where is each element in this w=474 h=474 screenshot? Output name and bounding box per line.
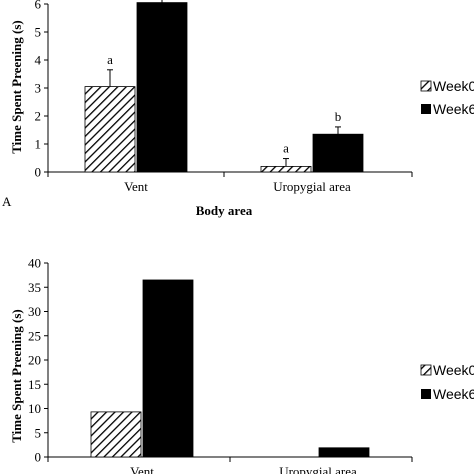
bars-panel-a: a a b [84, 0, 364, 173]
bar-week6 [142, 279, 194, 458]
y-tick-label: 20 [28, 353, 41, 368]
legend-swatch-week6-b [421, 389, 431, 399]
y-tick-label: 30 [28, 304, 41, 319]
legend-label-week0-b: Week0 [433, 362, 474, 378]
bar-week0 [84, 86, 136, 173]
categories-panel-b: Vent Uropygial area [130, 464, 357, 474]
category-label: Vent [130, 464, 154, 474]
legend-label-week6-a: Week6 [433, 101, 474, 117]
y-tick-label: 6 [35, 0, 42, 12]
y-tick-label: 5 [35, 425, 42, 440]
legend-panel-a: Week0 Week6 [420, 78, 474, 117]
y-tick-label: 3 [35, 81, 42, 96]
y-ticks-panel-a: 0 1 2 3 4 5 6 [35, 0, 48, 180]
y-tick-label: 1 [35, 137, 42, 152]
bar-week6 [136, 2, 188, 173]
legend-swatch-week0-a [420, 80, 432, 92]
bar-week0 [260, 165, 312, 173]
y-axis-label-panel-b: Time Spent Preening (s) [9, 309, 24, 443]
y-axis-label-panel-a: Time Spent Preening (s) [9, 20, 24, 154]
bar-week6 [318, 447, 370, 458]
legend-swatch-week0-b [420, 364, 432, 376]
y-tick-label: 40 [28, 256, 41, 271]
significance-label: a [107, 52, 113, 67]
y-tick-label: 15 [28, 377, 41, 392]
chart-panel-b: 0 5 10 15 20 25 30 35 40 Vent Uropygial area Time… [9, 256, 474, 474]
category-label: Uropygial area [279, 464, 357, 474]
legend-label-week6-b: Week6 [433, 386, 474, 402]
bar-week0 [90, 411, 142, 458]
chart-panel-a: a a b 0 1 2 3 4 5 6 Vent Uropygial area Time Spen… [2, 0, 474, 218]
y-tick-label: 35 [28, 280, 41, 295]
categories-panel-a: Vent Uropygial area [124, 179, 351, 194]
y-tick-label: 0 [35, 165, 42, 180]
y-tick-label: 10 [28, 401, 41, 416]
category-label: Vent [124, 179, 148, 194]
y-tick-label: 25 [28, 328, 41, 343]
x-axis-label-panel-a: Body area [196, 203, 253, 218]
legend-panel-b: Week0 Week6 [420, 362, 474, 402]
y-tick-label: 2 [35, 109, 42, 124]
y-tick-label: 5 [35, 25, 42, 40]
significance-label: b [335, 109, 342, 124]
category-label: Uropygial area [273, 179, 351, 194]
legend-swatch-week6-a [421, 104, 431, 114]
panel-label-a: A [2, 194, 12, 209]
y-tick-label: 4 [35, 53, 42, 68]
significance-label: a [283, 141, 289, 156]
legend-label-week0-a: Week0 [433, 78, 474, 94]
y-tick-label: 0 [35, 450, 42, 465]
y-ticks-panel-b: 0 5 10 15 20 25 30 35 40 [28, 256, 48, 465]
bar-week6 [312, 133, 364, 173]
bars-panel-b [90, 279, 370, 458]
